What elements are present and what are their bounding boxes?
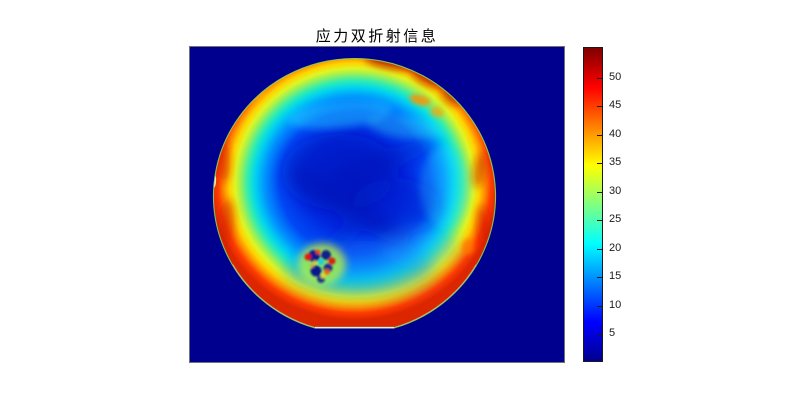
colorbar: [583, 47, 603, 362]
figure-title: 应力双折射信息: [315, 27, 439, 45]
colorbar-tick-label: 45: [609, 99, 622, 112]
colorbar-tick: [597, 248, 602, 250]
colorbar-tick-label: 15: [609, 270, 622, 283]
colorbar-tick: [597, 163, 602, 165]
colorbar-tick-label: 20: [609, 241, 622, 254]
wafer-region: [213, 58, 496, 329]
heatmap-axes: [189, 46, 565, 363]
colorbar-tick: [597, 106, 602, 108]
colorbar-tick: [597, 277, 602, 279]
colorbar-gradient: [584, 48, 602, 361]
colorbar-tick: [597, 191, 602, 193]
colorbar-tick: [597, 77, 602, 79]
colorbar-tick: [597, 334, 602, 336]
colorbar-tick: [597, 134, 602, 136]
colorbar-tick-label: 25: [609, 213, 622, 226]
colorbar-tick: [597, 220, 602, 222]
defect-cluster: [298, 243, 346, 285]
colorbar-tick-label: 30: [609, 184, 622, 197]
wafer-rim-outline: [213, 57, 496, 329]
colorbar-tick: [597, 305, 602, 307]
colorbar-tick-label: 10: [609, 298, 622, 311]
colorbar-tick-label: 5: [609, 327, 616, 340]
colorbar-tick-label: 50: [609, 70, 622, 83]
colorbar-labels: 5 10 15 20 25 30 35 40 45 50: [609, 47, 649, 362]
wafer-heatmap-image: [190, 47, 564, 362]
colorbar-tick-label: 40: [609, 127, 622, 140]
colorbar-tick-label: 35: [609, 156, 622, 169]
